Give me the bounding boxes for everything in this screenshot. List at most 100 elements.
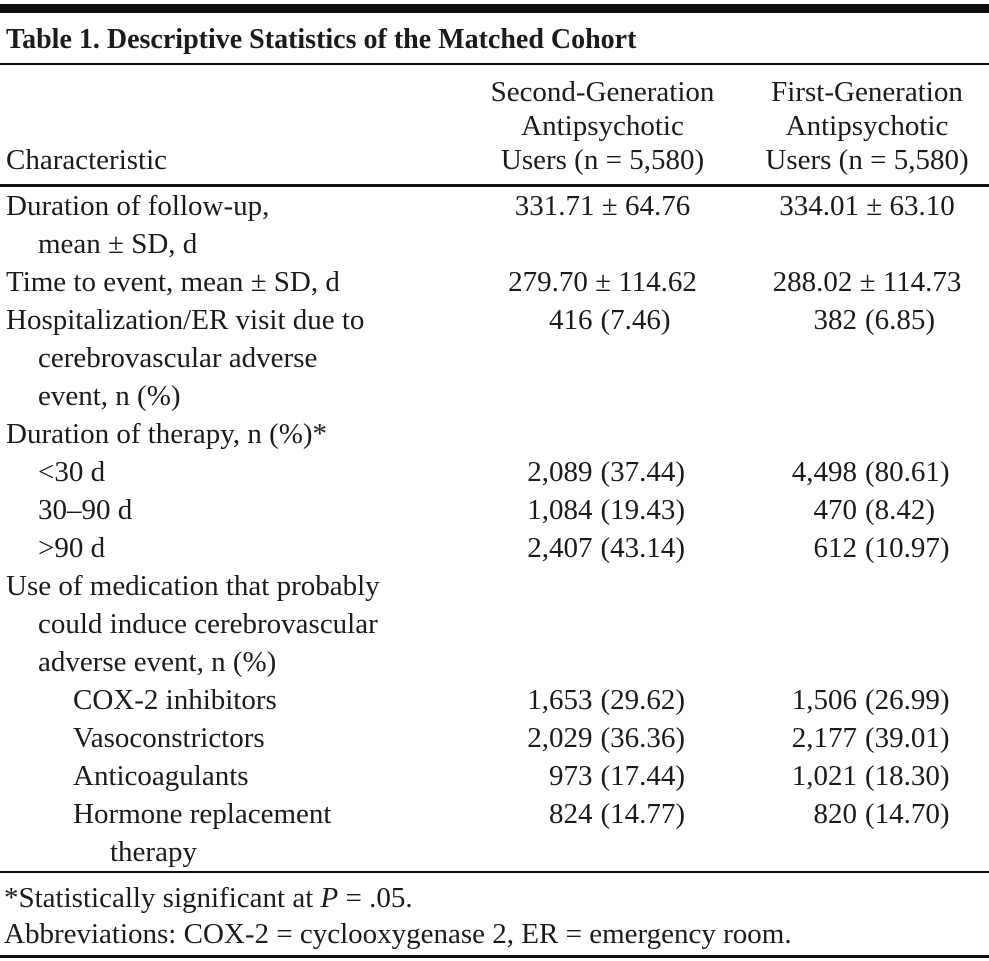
row-label-continuation: event, n (%) [38,380,181,412]
fga-count: 820 [813,798,858,830]
characteristic-cell: Vasoconstrictors [0,719,460,757]
row-label-continuation: therapy [110,836,197,868]
sga-count: 2,089 [527,456,593,488]
fga-percent: (80.61) [865,456,950,488]
sga-percent: (7.46) [600,304,671,336]
row-label: <30 d [38,456,106,488]
row-label: >90 d [38,532,106,564]
fga-percent: (26.99) [865,684,950,716]
sga-count: 824 [549,798,593,830]
sga-value: 1,084 (19.43) [518,491,688,529]
column-header-line: First-Generation [771,76,963,108]
sga-value: 331.71 ± 64.76 [514,190,691,222]
fga-count: 382 [813,304,858,336]
sga-value-cell: 824 (14.77) [460,795,745,833]
row-label: Anticoagulants [73,760,249,792]
table-row: Vasoconstrictors 2,029 (36.36) 2,177 (39.0… [0,719,989,757]
sga-value: 2,029 (36.36) [518,719,688,757]
sga-value: 973 (17.44) [518,757,688,795]
row-label-continuation: could induce cerebrovascular [38,608,378,640]
footnote-significance: *Statistically significant at P = .05. [4,880,989,916]
fga-value: 1,506 (26.99) [782,681,952,719]
fga-value-cell: 1,021 (18.30) [745,757,989,795]
row-label: 30–90 d [38,494,133,526]
table-body: Duration of follow-up, mean ± SD, d 331.… [0,187,989,873]
characteristic-cell: <30 d [0,453,460,491]
table-row: Hormone replacement therapy 824 (14.77) 8… [0,795,989,871]
row-label: Time to event, mean ± SD, d [6,266,340,298]
characteristic-cell: Hormone replacement therapy [0,795,460,871]
sga-value-cell: 331.71 ± 64.76 [460,187,745,225]
table-row: Duration of therapy, n (%)* [0,415,989,453]
table-row: 30–90 d 1,084 (19.43) 470 (8.42) [0,491,989,529]
fga-count: 1,506 [791,684,857,716]
fga-count: 4,498 [791,456,857,488]
table-row: Anticoagulants 973 (17.44) 1,021 (18.30) [0,757,989,795]
sga-value-cell: 279.70 ± 114.62 [460,263,745,301]
footnote-abbreviations: Abbreviations: COX-2 = cyclooxygenase 2,… [4,918,792,950]
row-label-continuation: mean ± SD, d [38,228,198,260]
fga-count: 1,021 [791,760,857,792]
fga-count: 2,177 [791,722,857,754]
table-row: Use of medication that probably could in… [0,567,989,681]
fga-value: 470 (8.42) [782,491,952,529]
fga-count: 612 [813,532,858,564]
footnote-p-italic: P [320,882,339,914]
characteristic-cell: Duration of follow-up, mean ± SD, d [0,187,460,263]
sga-percent: (37.44) [600,456,686,488]
table-title: Table 1. Descriptive Statistics of the M… [0,13,989,65]
table-row: Time to event, mean ± SD, d 279.70 ± 114… [0,263,989,301]
row-label: COX-2 inhibitors [73,684,277,716]
characteristic-cell: 30–90 d [0,491,460,529]
characteristic-cell: Hospitalization/ER visit due to cerebrov… [0,301,460,415]
sga-count: 416 [549,304,593,336]
fga-value-cell: 612 (10.97) [745,529,989,567]
sga-value: 416 (7.46) [518,301,688,339]
characteristic-cell: Anticoagulants [0,757,460,795]
column-header-line: Antipsychotic [785,110,949,142]
fga-value-cell: 820 (14.70) [745,795,989,833]
sga-value: 279.70 ± 114.62 [508,266,697,298]
fga-value-cell: 1,506 (26.99) [745,681,989,719]
table-row: Duration of follow-up, mean ± SD, d 331.… [0,187,989,263]
table-row: Hospitalization/ER visit due to cerebrov… [0,301,989,415]
sga-count: 1,084 [527,494,593,526]
fga-percent: (14.70) [865,798,950,830]
footnote-text: *Statistically significant at [4,882,321,914]
sga-percent: (43.14) [600,532,686,564]
top-rule-bar [0,4,989,13]
column-header-line: Second-Generation [490,76,715,108]
row-label: Duration of therapy, n (%)* [6,418,328,450]
fga-value: 382 (6.85) [782,301,952,339]
table-row: <30 d 2,089 (37.44) 4,498 (80.61) [0,453,989,491]
column-header-line: Users (n = 5,580) [500,144,705,176]
fga-value: 820 (14.70) [782,795,952,833]
sga-value: 1,653 (29.62) [518,681,688,719]
table-footnotes: *Statistically significant at P = .05. A… [0,873,989,958]
fga-value-cell: 334.01 ± 63.10 [745,187,989,225]
sga-percent: (19.43) [600,494,686,526]
fga-value-cell: 2,177 (39.01) [745,719,989,757]
fga-value: 1,021 (18.30) [782,757,952,795]
fga-count: 470 [813,494,858,526]
fga-percent: (39.01) [865,722,950,754]
row-label: Vasoconstrictors [73,722,265,754]
fga-value-cell: 382 (6.85) [745,301,989,339]
sga-percent: (29.62) [600,684,686,716]
characteristic-cell: Duration of therapy, n (%)* [0,415,460,453]
table-header-row: Characteristic Second-Generation Antipsy… [0,65,989,187]
row-label-continuation: adverse event, n (%) [38,646,277,678]
sga-value-cell: 1,653 (29.62) [460,681,745,719]
row-label: Use of medication that probably [6,570,380,602]
sga-count: 2,029 [527,722,593,754]
sga-value-cell: 2,407 (43.14) [460,529,745,567]
sga-count: 973 [549,760,593,792]
fga-percent: (10.97) [865,532,950,564]
row-label: Duration of follow-up, [6,190,270,222]
sga-value: 2,089 (37.44) [518,453,688,491]
fga-value: 4,498 (80.61) [782,453,952,491]
column-header-fga: First-Generation Antipsychotic Users (n … [745,75,989,177]
fga-value: 612 (10.97) [782,529,952,567]
sga-percent: (36.36) [600,722,686,754]
row-label: Hormone replacement [73,798,332,830]
